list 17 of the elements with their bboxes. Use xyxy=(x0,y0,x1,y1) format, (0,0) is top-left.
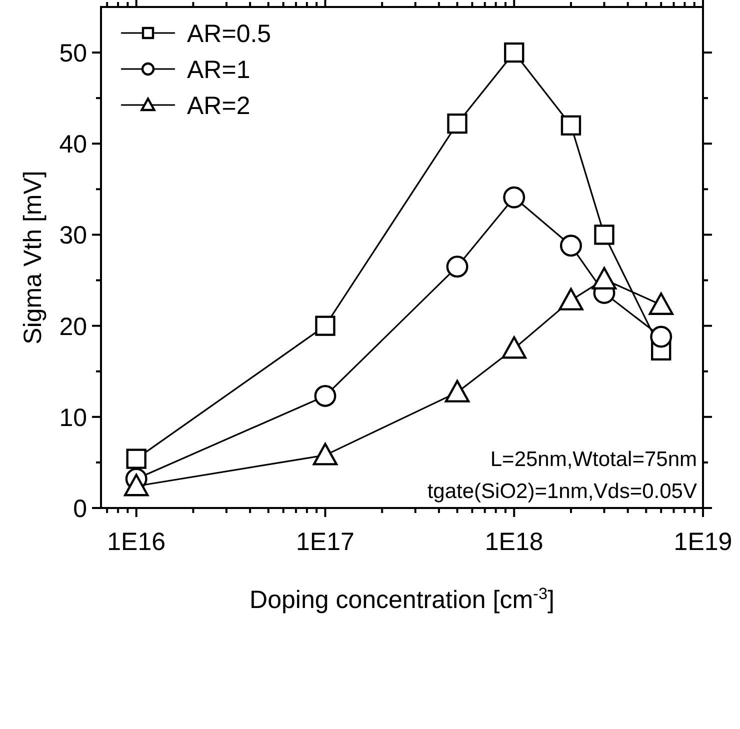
annotation: L=25nm,Wtotal=75nm xyxy=(490,448,697,471)
y-tick-label: 50 xyxy=(59,40,87,68)
y-tick-label: 30 xyxy=(59,222,87,250)
y-tick-label: 0 xyxy=(73,495,87,523)
legend-label: AR=1 xyxy=(187,56,250,84)
y-tick-label: 20 xyxy=(59,312,87,341)
x-axis-title: Doping concentration [cm$^{-3}$] xyxy=(250,585,554,614)
legend-label: AR=0.5 xyxy=(187,20,272,48)
annotation: tgate(SiO2)=1nm,Vds=0.05V xyxy=(427,480,697,503)
x-tick-label: 1E18 xyxy=(484,528,544,556)
x-tick-label: 1E19 xyxy=(674,528,732,556)
x-tick-label: 1E16 xyxy=(107,528,166,556)
x-tick-label: 1E17 xyxy=(296,528,354,556)
y-tick-label: 10 xyxy=(59,404,87,432)
y-tick-label: 40 xyxy=(59,130,87,159)
legend-label: AR=2 xyxy=(187,92,250,120)
y-axis-title: Sigma Vth [mV] xyxy=(19,170,47,344)
